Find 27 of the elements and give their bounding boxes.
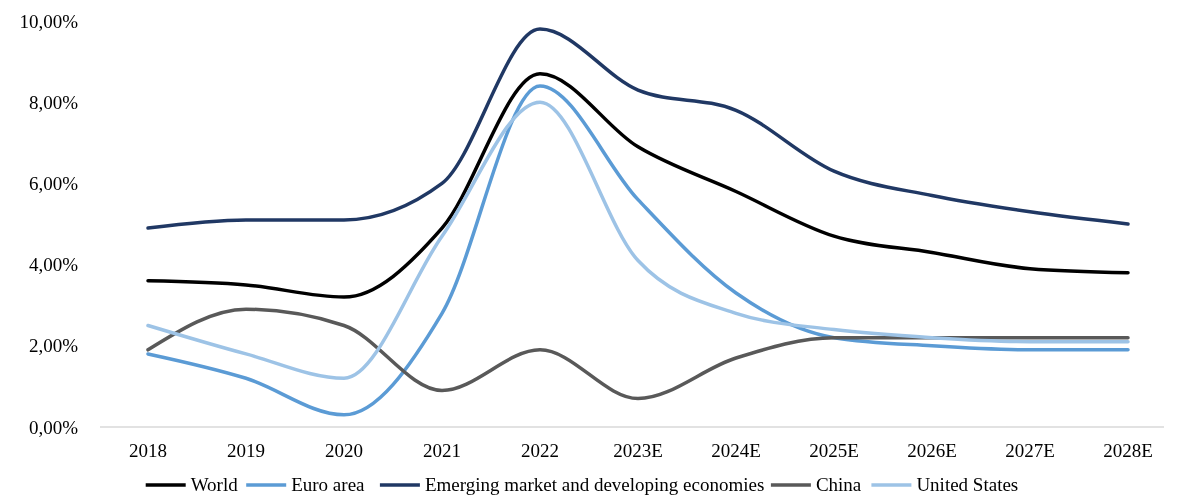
x-tick-label: 2023E	[613, 440, 663, 461]
line-series	[146, 100, 1130, 381]
y-tick-label: 6,00%	[28, 173, 79, 195]
y-tick-label: 4,00%	[28, 254, 79, 276]
y-tick-label: 10,00%	[19, 10, 79, 32]
y-tick-label: 8,00%	[28, 91, 79, 113]
x-tick-label: 2018	[129, 440, 167, 461]
y-tick-label: 0,00%	[28, 416, 79, 438]
line-series	[146, 307, 1130, 401]
line-series	[146, 72, 1130, 299]
y-tick-label: 2,00%	[28, 335, 79, 357]
x-tick-label: 2027E	[1005, 440, 1055, 461]
x-tick-label: 2025E	[809, 440, 859, 461]
legend-label: World	[190, 474, 239, 495]
x-tick-label: 2026E	[907, 440, 957, 461]
line-series	[146, 27, 1130, 230]
x-tick-label: 2022	[521, 440, 559, 461]
x-tick-label: 2020	[325, 440, 363, 461]
x-tick-label: 2019	[227, 440, 265, 461]
legend-label: United States	[916, 474, 1019, 495]
legend-label: Emerging market and developing economies	[424, 474, 765, 495]
x-tick-label: 2024E	[711, 440, 761, 461]
legend-label: Euro area	[291, 474, 366, 495]
x-tick-label: 2028E	[1103, 440, 1153, 461]
legend-label: China	[815, 474, 862, 495]
line-series	[146, 84, 1130, 417]
x-tick-label: 2021	[423, 440, 461, 461]
